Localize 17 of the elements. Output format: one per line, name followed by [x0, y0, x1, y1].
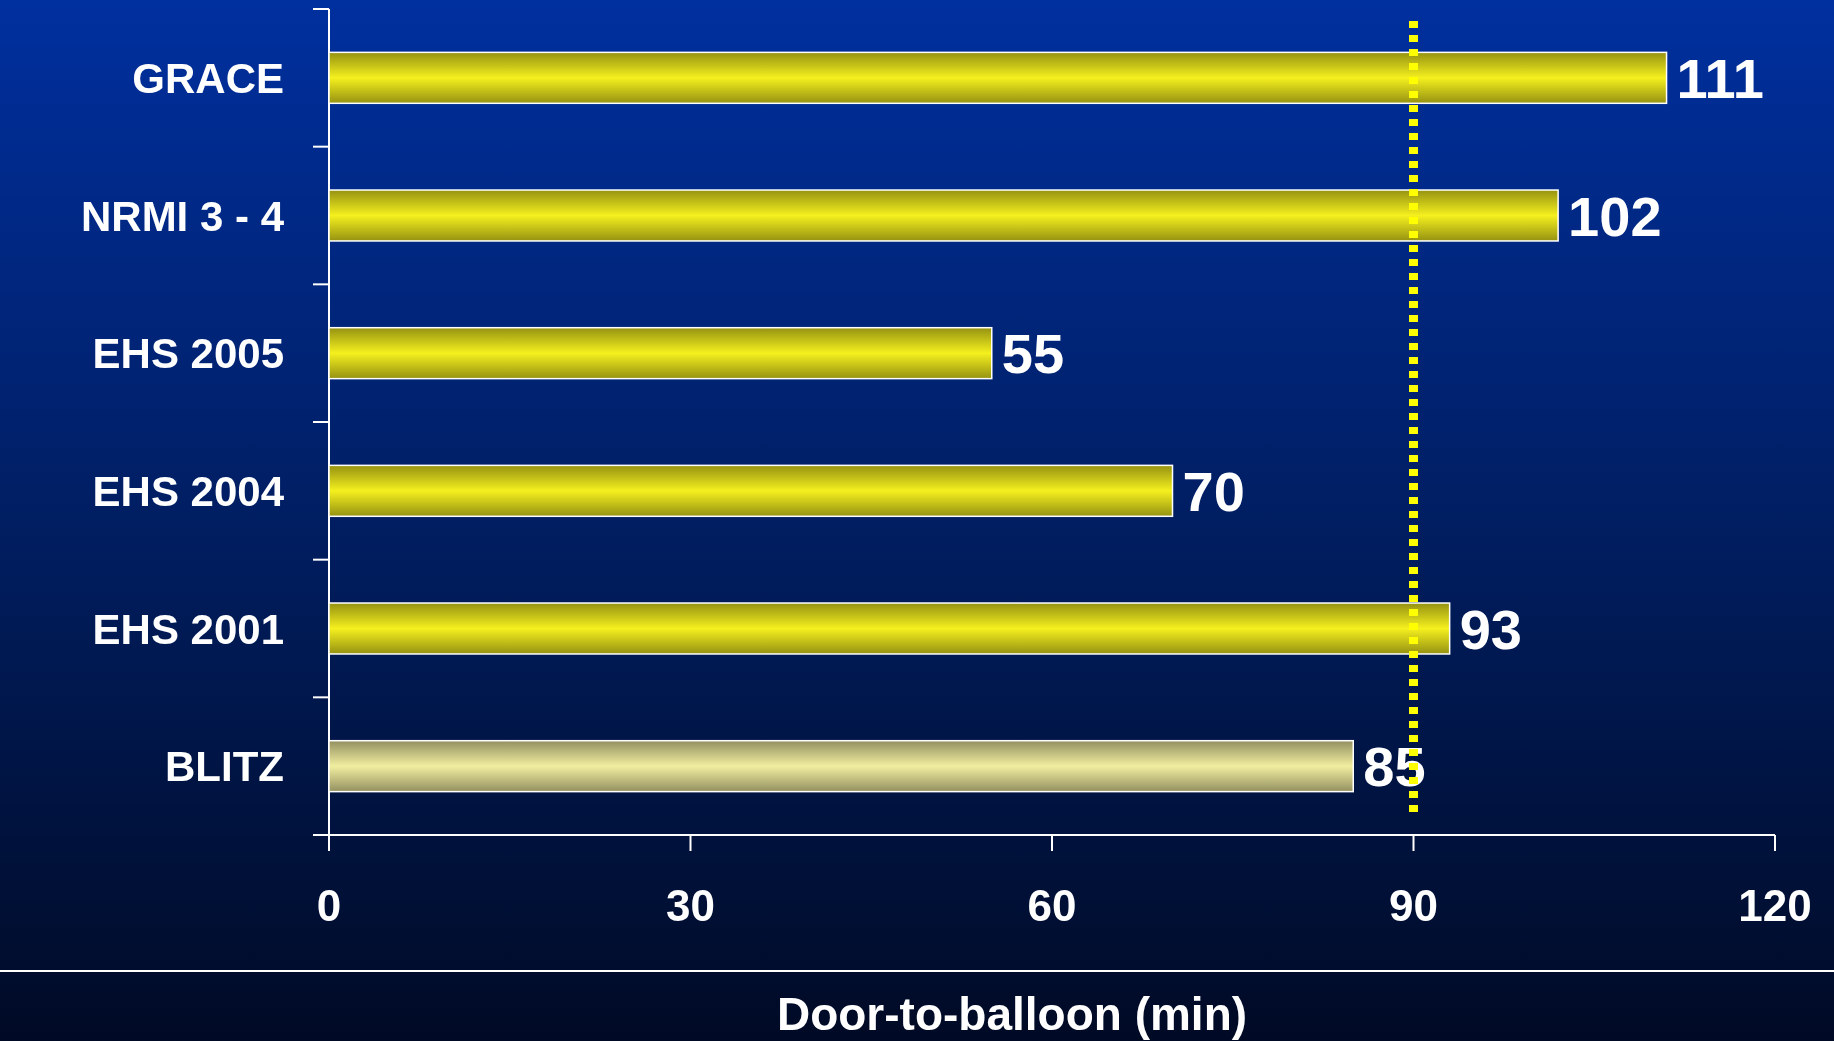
x-axis-title: Door-to-balloon (min): [776, 987, 1248, 1040]
data-label: 93: [1459, 597, 1522, 661]
x-tick-label: 60: [1027, 880, 1077, 930]
data-label: 102: [1568, 184, 1662, 248]
x-tick-label: 30: [666, 880, 715, 930]
y-tick-label: EHS 2001: [92, 605, 284, 653]
data-label: 55: [1001, 322, 1065, 386]
data-label: 70: [1182, 459, 1245, 523]
x-tick-label: 120: [1738, 880, 1812, 930]
y-tick-label: NRMI 3 - 4: [80, 192, 285, 240]
x-tick-label: 0: [316, 880, 342, 930]
y-tick-label: EHS 2005: [92, 330, 284, 378]
x-tick-label: 90: [1389, 880, 1438, 930]
y-tick-label: BLITZ: [165, 743, 284, 791]
y-tick-label: GRACE: [132, 54, 284, 102]
data-label: 111: [1676, 46, 1764, 110]
y-tick-label: EHS 2004: [92, 467, 285, 515]
